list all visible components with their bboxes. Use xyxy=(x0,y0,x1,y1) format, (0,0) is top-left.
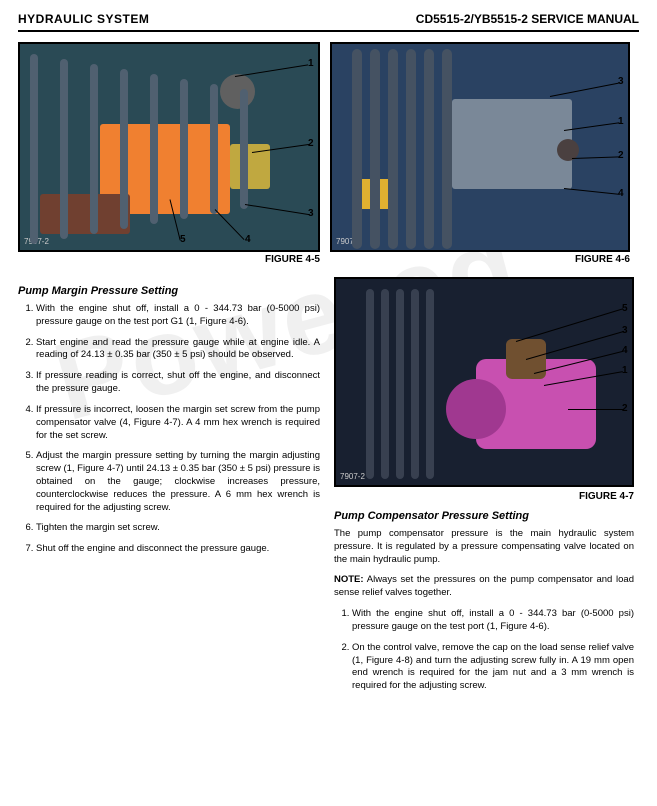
figure-4-6-wrap: 7907-3 3124 FIGURE 4-6 xyxy=(330,42,630,273)
figure-shape xyxy=(150,74,158,224)
margin-step-4: If pressure is incorrect, loosen the mar… xyxy=(36,404,320,442)
callout-2: 2 xyxy=(622,403,628,414)
callout-2: 2 xyxy=(618,150,624,161)
figure-shape xyxy=(396,289,404,479)
figure-4-7-id: 7907-2 xyxy=(340,472,365,481)
figure-shape xyxy=(388,49,398,249)
figure-4-7: 7907-2 5 3 4 1 2 xyxy=(334,277,634,487)
figure-shape xyxy=(381,289,389,479)
comp-note-label: NOTE: xyxy=(334,574,364,585)
callout-leader xyxy=(215,209,245,240)
callout-leader xyxy=(235,64,308,77)
figure-4-5-caption: FIGURE 4-5 xyxy=(18,254,320,265)
callout-4: 4 xyxy=(622,345,628,356)
figure-shape xyxy=(352,49,362,249)
figure-shape xyxy=(370,49,380,249)
margin-step-2: Start engine and read the pressure gauge… xyxy=(36,337,320,363)
left-column: Pump Margin Pressure Setting With the en… xyxy=(18,277,320,701)
callout-leader xyxy=(572,156,620,159)
callout-4: 4 xyxy=(618,188,624,199)
margin-step-7: Shut off the engine and disconnect the p… xyxy=(36,543,320,556)
callout-3: 3 xyxy=(618,76,624,87)
margin-title: Pump Margin Pressure Setting xyxy=(18,285,320,297)
margin-step-1: With the engine shut off, install a 0 - … xyxy=(36,303,320,329)
figure-shape xyxy=(60,59,68,239)
callout-leader xyxy=(564,122,620,131)
callout-1: 1 xyxy=(618,116,624,127)
figure-shape xyxy=(90,64,98,234)
page-header: HYDRAULIC SYSTEM CD5515-2/YB5515-2 SERVI… xyxy=(18,12,639,32)
figure-4-6-caption: FIGURE 4-6 xyxy=(330,254,630,265)
margin-steps-list: With the engine shut off, install a 0 - … xyxy=(18,303,320,556)
comp-step-1: With the engine shut off, install a 0 - … xyxy=(352,608,634,634)
figure-shape xyxy=(210,84,218,214)
content-columns: Pump Margin Pressure Setting With the en… xyxy=(18,277,639,701)
figure-shape xyxy=(120,69,128,229)
figure-4-5: 7907-2 12345 xyxy=(18,42,320,252)
comp-steps-list: With the engine shut off, install a 0 - … xyxy=(334,608,634,693)
callout-3: 3 xyxy=(622,325,628,336)
comp-step-2: On the control valve, remove the cap on … xyxy=(352,642,634,693)
comp-note: NOTE: Always set the pressures on the pu… xyxy=(334,574,634,600)
figure-shape xyxy=(424,49,434,249)
figure-shape xyxy=(452,99,572,189)
comp-note-text: Always set the pressures on the pump com… xyxy=(334,574,634,598)
callout-1: 1 xyxy=(622,365,628,376)
figure-shape xyxy=(411,289,419,479)
figure-shape xyxy=(240,89,248,209)
figure-4-6: 7907-3 3124 xyxy=(330,42,630,252)
figure-shape xyxy=(180,79,188,219)
right-column: 7907-2 5 3 4 1 2 FIGURE 4-7 Pump Compensator… xyxy=(334,277,634,701)
margin-step-5: Adjust the margin pressure setting by tu… xyxy=(36,450,320,514)
callout-leader xyxy=(516,308,623,342)
figure-shape xyxy=(366,289,374,479)
figure-shape xyxy=(406,49,416,249)
figure-4-5-wrap: 7907-2 12345 FIGURE 4-5 xyxy=(18,42,320,273)
callout-leader xyxy=(568,409,624,410)
callout-1: 1 xyxy=(308,58,314,69)
callout-leader xyxy=(564,188,620,195)
margin-step-6: Tighten the margin set screw. xyxy=(36,522,320,535)
figure-shape xyxy=(446,379,506,439)
figure-4-7-caption: FIGURE 4-7 xyxy=(334,491,634,502)
figure-shape xyxy=(426,289,434,479)
figure-shape xyxy=(30,54,38,244)
figure-shape xyxy=(220,74,255,109)
figure-shape xyxy=(442,49,452,249)
callout-5: 5 xyxy=(180,234,186,245)
header-doc: CD5515-2/YB5515-2 SERVICE MANUAL xyxy=(416,12,639,26)
comp-title: Pump Compensator Pressure Setting xyxy=(334,510,634,522)
callout-5: 5 xyxy=(622,303,628,314)
figure-shape xyxy=(40,194,130,234)
callout-leader xyxy=(245,204,309,215)
comp-intro: The pump compensator pressure is the mai… xyxy=(334,528,634,566)
margin-step-3: If pressure reading is correct, shut off… xyxy=(36,370,320,396)
figure-row: 7907-2 12345 FIGURE 4-5 7907-3 3124 FIGU… xyxy=(18,42,639,273)
header-section: HYDRAULIC SYSTEM xyxy=(18,12,149,26)
callout-4: 4 xyxy=(245,234,251,245)
callout-leader xyxy=(550,83,619,97)
callout-3: 3 xyxy=(308,208,314,219)
callout-2: 2 xyxy=(308,138,314,149)
